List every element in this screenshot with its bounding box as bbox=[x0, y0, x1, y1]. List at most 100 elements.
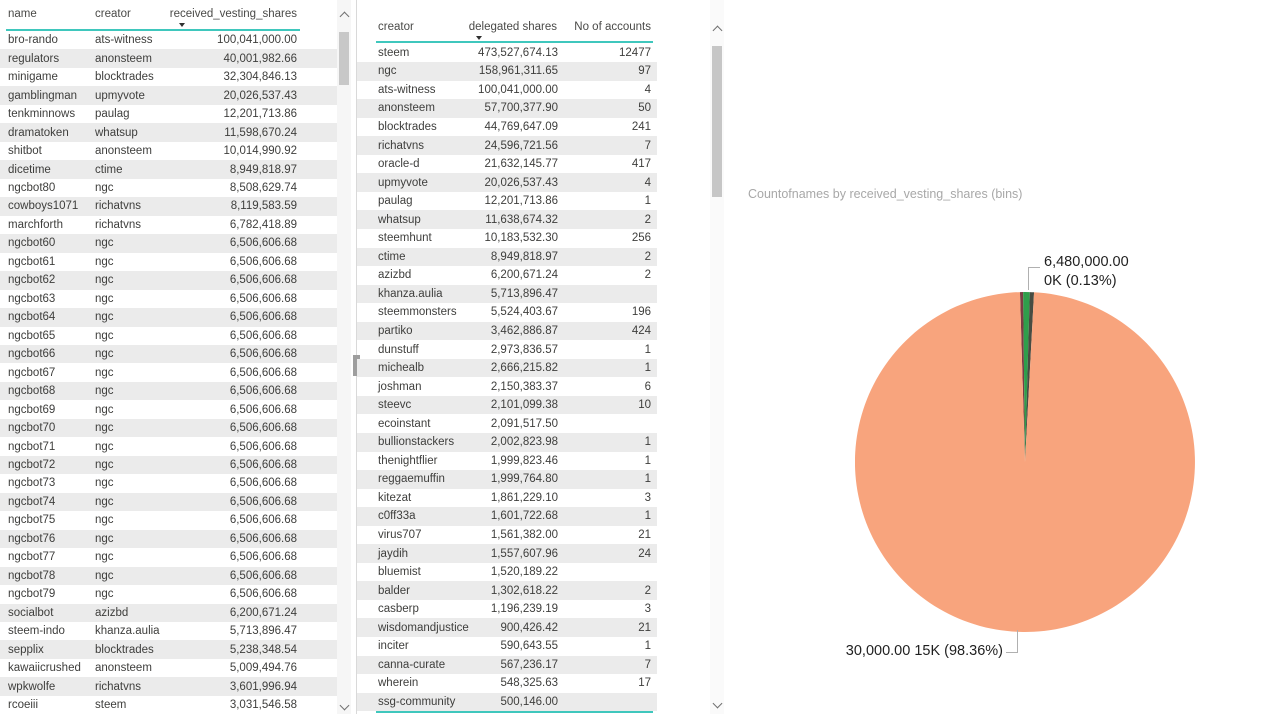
table-row[interactable]: ctime 8,949,818.97 2 bbox=[357, 247, 657, 267]
table-row[interactable]: sepplix blocktrades 5,238,348.54 bbox=[0, 640, 338, 659]
table-row[interactable]: casberp 1,196,239.19 3 bbox=[357, 600, 657, 619]
table-row[interactable]: gamblingman upmyvote 20,026,537.43 bbox=[0, 86, 338, 105]
pie-slice[interactable] bbox=[1019, 292, 1025, 462]
table-row[interactable]: wpkwolfe richatvns 3,601,996.94 bbox=[0, 677, 338, 696]
table-row[interactable]: partiko 3,462,886.87 424 bbox=[357, 321, 657, 341]
scrollbar-thumb[interactable] bbox=[339, 32, 349, 85]
table-row[interactable]: inciter 590,643.55 1 bbox=[357, 637, 657, 656]
table-row[interactable]: richatvns 24,596,721.56 7 bbox=[357, 136, 657, 155]
table-row[interactable]: regulators anonsteem 40,001,982.66 bbox=[0, 49, 338, 68]
table-row[interactable]: ngcbot80 ngc 8,508,629.74 bbox=[0, 179, 338, 197]
table-row[interactable]: ngcbot64 ngc 6,506,606.68 bbox=[0, 308, 338, 327]
table-row[interactable]: wisdomandjustice 900,426.42 21 bbox=[357, 618, 657, 637]
table-row[interactable]: jaydih 1,557,607.96 24 bbox=[357, 544, 657, 563]
table-row[interactable]: michealb 2,666,215.82 1 bbox=[357, 358, 657, 378]
table-row[interactable]: oracle-d 21,632,145.77 417 bbox=[357, 155, 657, 174]
table-row[interactable]: canna-curate 567,236.17 7 bbox=[357, 655, 657, 675]
table-cell: 2,973,836.57 bbox=[490, 343, 558, 356]
scroll-down-icon[interactable] bbox=[339, 700, 350, 711]
table-row[interactable]: bullionstackers 2,002,823.98 1 bbox=[357, 432, 657, 452]
table-row[interactable]: steem-indo khanza.aulia 5,713,896.47 bbox=[0, 622, 338, 640]
table-row[interactable]: ngcbot74 ngc 6,506,606.68 bbox=[0, 492, 338, 512]
table-row[interactable]: upmyvote 20,026,537.43 4 bbox=[357, 173, 657, 192]
scroll-down-icon[interactable] bbox=[712, 698, 723, 709]
table-row[interactable]: ngcbot71 ngc 6,506,606.68 bbox=[0, 437, 338, 455]
table-row[interactable]: ngcbot79 ngc 6,506,606.68 bbox=[0, 585, 338, 603]
column-header-received-vesting-shares[interactable]: received_vesting_shares bbox=[169, 8, 297, 20]
table-row[interactable]: socialbot azizbd 6,200,671.24 bbox=[0, 603, 338, 622]
column-header-delegated-shares[interactable]: delegated shares bbox=[468, 21, 557, 33]
table-row[interactable]: virus707 1,561,382.00 21 bbox=[357, 526, 657, 545]
table-row[interactable]: ngcbot65 ngc 6,506,606.68 bbox=[0, 327, 338, 345]
table-row[interactable]: paulag 12,201,713.86 1 bbox=[357, 192, 657, 211]
table-row[interactable]: ngcbot76 ngc 6,506,606.68 bbox=[0, 529, 338, 549]
table-row[interactable]: ngcbot78 ngc 6,506,606.68 bbox=[0, 566, 338, 586]
table-row[interactable]: bluemist 1,520,189.22 bbox=[357, 563, 657, 582]
table-row[interactable]: whatsup 11,638,674.32 2 bbox=[357, 210, 657, 229]
table-row[interactable]: ngcbot66 ngc 6,506,606.68 bbox=[0, 344, 338, 364]
table-row[interactable]: dramatoken whatsup 11,598,670.24 bbox=[0, 123, 338, 142]
divider-scrollbar-thumb[interactable] bbox=[353, 355, 360, 376]
table-row[interactable]: marchforth richatvns 6,782,418.89 bbox=[0, 216, 338, 234]
table-row[interactable]: reggaemuffin 1,999,764.80 1 bbox=[357, 470, 657, 489]
scrollbar-thumb[interactable] bbox=[712, 46, 722, 197]
table-row[interactable]: shitbot anonsteem 10,014,990.92 bbox=[0, 142, 338, 160]
table-row[interactable]: cowboys1071 richatvns 8,119,583.59 bbox=[0, 197, 338, 216]
table-row[interactable]: ngc 158,961,311.65 97 bbox=[357, 62, 657, 81]
table-row[interactable]: minigame blocktrades 32,304,846.13 bbox=[0, 68, 338, 86]
column-header-no-of-accounts[interactable]: No of accounts bbox=[574, 21, 651, 33]
vertical-scrollbar[interactable] bbox=[710, 0, 724, 714]
table-row[interactable]: steemhunt 10,183,532.30 256 bbox=[357, 229, 657, 248]
column-header-name[interactable]: name bbox=[8, 8, 37, 20]
table-row[interactable]: ats-witness 100,041,000.00 4 bbox=[357, 81, 657, 100]
pie-slice[interactable] bbox=[1025, 292, 1035, 462]
table-row[interactable]: ngcbot63 ngc 6,506,606.68 bbox=[0, 290, 338, 308]
table-row[interactable]: ngcbot61 ngc 6,506,606.68 bbox=[0, 253, 338, 271]
table-row[interactable]: anonsteem 57,700,377.90 50 bbox=[357, 99, 657, 118]
table-row[interactable]: blocktrades 44,769,647.09 241 bbox=[357, 118, 657, 137]
table-row[interactable]: azizbd 6,200,671.24 2 bbox=[357, 266, 657, 285]
table-row[interactable]: khanza.aulia 5,713,896.47 bbox=[357, 284, 657, 304]
table-row[interactable]: steevc 2,101,099.38 10 bbox=[357, 395, 657, 415]
scroll-up-icon[interactable] bbox=[712, 25, 723, 36]
table-row[interactable]: steem 473,527,674.13 12477 bbox=[357, 44, 657, 63]
table-row[interactable]: ngcbot68 ngc 6,506,606.68 bbox=[0, 381, 338, 401]
table-cell: 6,506,606.68 bbox=[229, 329, 297, 342]
table-cell: shitbot bbox=[8, 145, 42, 158]
table-row[interactable]: ngcbot60 ngc 6,506,606.68 bbox=[0, 234, 338, 253]
pie-chart[interactable] bbox=[855, 292, 1195, 632]
scroll-up-icon[interactable] bbox=[339, 11, 350, 22]
table-row[interactable]: ngcbot77 ngc 6,506,606.68 bbox=[0, 548, 338, 566]
table-row[interactable]: dicetime ctime 8,949,818.97 bbox=[0, 160, 338, 179]
table-row[interactable]: ngcbot62 ngc 6,506,606.68 bbox=[0, 271, 338, 290]
table-row[interactable]: wherein 548,325.63 17 bbox=[357, 674, 657, 693]
pie-slice[interactable] bbox=[1023, 292, 1030, 462]
table-row[interactable]: ngcbot75 ngc 6,506,606.68 bbox=[0, 511, 338, 529]
table-row[interactable]: balder 1,302,618.22 2 bbox=[357, 581, 657, 600]
table-row[interactable]: thenightflier 1,999,823.46 1 bbox=[357, 452, 657, 471]
table-row[interactable]: steemmonsters 5,524,403.67 196 bbox=[357, 303, 657, 322]
table-row[interactable]: ecoinstant 2,091,517.50 bbox=[357, 414, 657, 433]
table-row[interactable]: kawaiicrushed anonsteem 5,009,494.76 bbox=[0, 659, 338, 677]
table-row[interactable]: ngcbot72 ngc 6,506,606.68 bbox=[0, 455, 338, 475]
table-row[interactable]: kitezat 1,861,229.10 3 bbox=[357, 489, 657, 508]
table-cell: ngc bbox=[95, 477, 114, 490]
table-row[interactable]: ngcbot73 ngc 6,506,606.68 bbox=[0, 474, 338, 492]
sort-descending-icon[interactable] bbox=[179, 23, 185, 27]
pie-slice[interactable] bbox=[855, 292, 1195, 632]
vertical-scrollbar[interactable] bbox=[337, 0, 351, 714]
table-row[interactable]: bro-rando ats-witness 100,041,000.00 bbox=[0, 31, 338, 49]
table-row[interactable]: ngcbot67 ngc 6,506,606.68 bbox=[0, 363, 338, 381]
table-row[interactable]: joshman 2,150,383.37 6 bbox=[357, 377, 657, 396]
table-row[interactable]: ngcbot69 ngc 6,506,606.68 bbox=[0, 400, 338, 418]
table-row[interactable]: c0ff33a 1,601,722.68 1 bbox=[357, 507, 657, 526]
table-row[interactable]: dunstuff 2,973,836.57 1 bbox=[357, 340, 657, 359]
table-cell: ngcbot73 bbox=[8, 477, 56, 490]
table-row[interactable]: ssg-community 500,146.00 bbox=[357, 692, 657, 712]
table-row[interactable]: tenkminnows paulag 12,201,713.86 bbox=[0, 105, 338, 123]
table-row[interactable]: ngcbot70 ngc 6,506,606.68 bbox=[0, 418, 338, 438]
table-row[interactable]: rcoeiii steem 3,031,546.58 bbox=[0, 696, 338, 714]
column-header-creator[interactable]: creator bbox=[95, 8, 131, 20]
sort-descending-icon[interactable] bbox=[476, 36, 482, 40]
column-header-creator[interactable]: creator bbox=[378, 21, 414, 33]
